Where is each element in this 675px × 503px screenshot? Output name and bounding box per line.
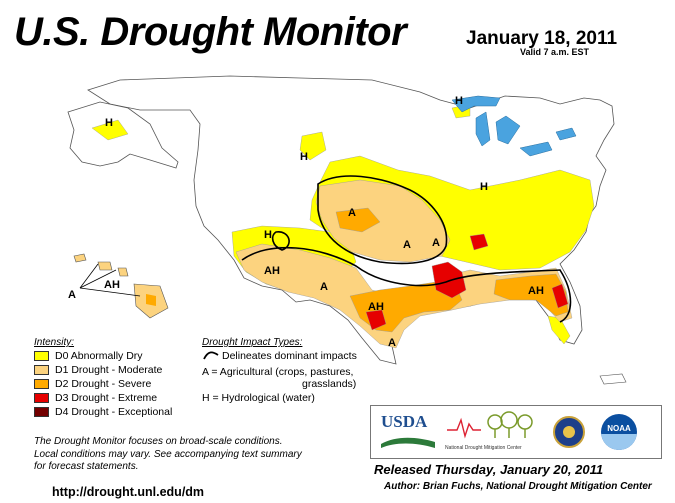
noaa-logo-bird bbox=[601, 434, 637, 450]
note-line: The Drought Monitor focuses on broad-sca… bbox=[34, 436, 283, 447]
usda-logo-swoosh bbox=[381, 437, 435, 448]
noaa-logo: NOAA bbox=[601, 414, 637, 450]
drought-d3-georgia bbox=[551, 283, 569, 309]
commerce-seal bbox=[553, 416, 585, 448]
map-label: A bbox=[388, 337, 396, 349]
legend-swatch bbox=[34, 364, 49, 375]
map-label: H bbox=[455, 95, 463, 107]
map-label: H bbox=[264, 229, 272, 241]
partner-logos: USDA National Drought Mitigation Center … bbox=[370, 405, 662, 459]
legend-item-d1: D1 Drought - Moderate bbox=[34, 363, 162, 376]
legend-impact-heading: Drought Impact Types: bbox=[202, 337, 303, 348]
hawaii-d2 bbox=[146, 294, 156, 306]
drought-d3-texas bbox=[365, 309, 387, 331]
website-url[interactable]: http://drought.unl.edu/dm bbox=[52, 485, 205, 499]
alaska-d0 bbox=[91, 119, 129, 141]
map-label: AH bbox=[264, 265, 280, 277]
legend-item-d0: D0 Abnormally Dry bbox=[34, 349, 143, 362]
legend-item-d4: D4 Drought - Exceptional bbox=[34, 405, 172, 418]
legend-intensity-heading: Intensity: bbox=[34, 337, 75, 348]
drought-d3-tennessee bbox=[469, 233, 489, 251]
map-label: A bbox=[432, 237, 440, 249]
author-credit: Author: Brian Fuchs, National Drought Mi… bbox=[384, 481, 652, 492]
map-label: A bbox=[403, 239, 411, 251]
disclaimer-note: The Drought Monitor focuses on broad-sca… bbox=[34, 436, 344, 474]
legend-label: D4 Drought - Exceptional bbox=[55, 405, 173, 418]
drought-d0-montana bbox=[299, 131, 327, 161]
impact-hydrological: H = Hydrological (water) bbox=[202, 392, 315, 404]
great-lakes bbox=[451, 95, 577, 157]
map-label: H bbox=[300, 151, 308, 163]
legend-swatch bbox=[34, 350, 49, 361]
legend-label: D2 Drought - Severe bbox=[55, 377, 152, 390]
map-label: AH bbox=[528, 285, 544, 297]
impact-line-label: Delineates dominant impacts bbox=[222, 350, 357, 362]
hawaii-islands bbox=[73, 253, 169, 319]
legend-label: D1 Drought - Moderate bbox=[55, 363, 163, 376]
ndmc-logo: National Drought Mitigation Center bbox=[445, 410, 545, 454]
drought-d2-southeast bbox=[493, 273, 569, 317]
map-label: AH bbox=[104, 279, 120, 291]
map-label: H bbox=[480, 181, 488, 193]
map-label: A bbox=[348, 207, 356, 219]
legend-item-d2: D2 Drought - Severe bbox=[34, 377, 151, 390]
impact-boundary bbox=[271, 231, 290, 251]
note-line: for forecast statements. bbox=[34, 461, 139, 472]
commerce-seal-inner bbox=[563, 426, 575, 438]
drought-d3-louisiana bbox=[431, 261, 467, 299]
legend-label: D3 Drought - Extreme bbox=[55, 391, 158, 404]
ndmc-logo-text: National Drought Mitigation Center bbox=[445, 445, 522, 451]
map-label: H bbox=[105, 117, 113, 129]
usda-logo: USDA bbox=[381, 412, 435, 452]
drought-d1-plains bbox=[315, 179, 451, 263]
map-label: A bbox=[68, 289, 76, 301]
legend-label: D0 Abnormally Dry bbox=[55, 349, 143, 362]
map-title: U.S. Drought Monitor bbox=[14, 10, 407, 54]
legend-swatch bbox=[34, 392, 49, 403]
note-line: Local conditions may vary. See accompany… bbox=[34, 448, 302, 460]
release-date: Released Thursday, January 20, 2011 bbox=[374, 462, 604, 477]
impact-boundary bbox=[317, 175, 448, 265]
impact-agricultural: A = Agricultural (crops, pastures, bbox=[202, 366, 354, 378]
puerto-rico bbox=[599, 373, 627, 385]
ndmc-tree-icon bbox=[447, 411, 533, 439]
legend-item-d3: D3 Drought - Extreme bbox=[34, 391, 157, 404]
map-label: A bbox=[320, 281, 328, 293]
map-date: January 18, 2011 bbox=[466, 28, 618, 49]
valid-time: Valid 7 a.m. EST bbox=[520, 47, 590, 57]
impact-agricultural-cont: grasslands) bbox=[302, 378, 357, 390]
impact-line-icon bbox=[203, 351, 219, 360]
noaa-logo-text: NOAA bbox=[607, 424, 631, 433]
impact-boundary bbox=[241, 246, 572, 323]
drought-d2-kansas bbox=[335, 207, 381, 233]
legend-swatch bbox=[34, 378, 49, 389]
map-label: AH bbox=[368, 301, 384, 313]
usda-logo-text: USDA bbox=[381, 412, 428, 431]
legend-swatch bbox=[34, 406, 49, 417]
